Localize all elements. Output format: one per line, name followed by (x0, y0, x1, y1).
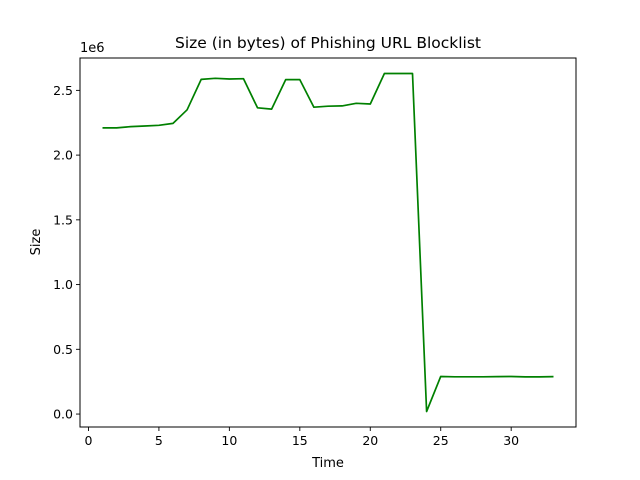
axis-ticks: 0 5 10 15 20 25 30 0.0 0.5 1.0 1.5 2.0 2.5 (53, 83, 519, 448)
y-axis-label: Size (29, 229, 44, 256)
y-tick-label: 0.5 (53, 342, 73, 357)
plot-frame (79, 57, 577, 428)
x-tick-label: 0 (84, 433, 92, 448)
x-tick-label: 25 (433, 433, 449, 448)
x-tick-label: 15 (292, 433, 308, 448)
series-line (102, 72, 554, 413)
x-tick-label: 20 (362, 433, 378, 448)
y-tick-label: 2.5 (53, 83, 73, 98)
x-tick-label: 10 (221, 433, 237, 448)
y-tick-label: 0.0 (53, 407, 73, 422)
y-offset-label: 1e6 (80, 41, 105, 56)
x-tick-label: 30 (503, 433, 519, 448)
x-axis-label: Time (311, 456, 344, 471)
y-tick-label: 1.5 (53, 212, 73, 227)
y-tick-label: 1.0 (53, 277, 73, 292)
x-tick-label: 5 (155, 433, 163, 448)
chart-title: Size (in bytes) of Phishing URL Blocklis… (175, 34, 481, 52)
y-tick-label: 2.0 (53, 148, 73, 163)
